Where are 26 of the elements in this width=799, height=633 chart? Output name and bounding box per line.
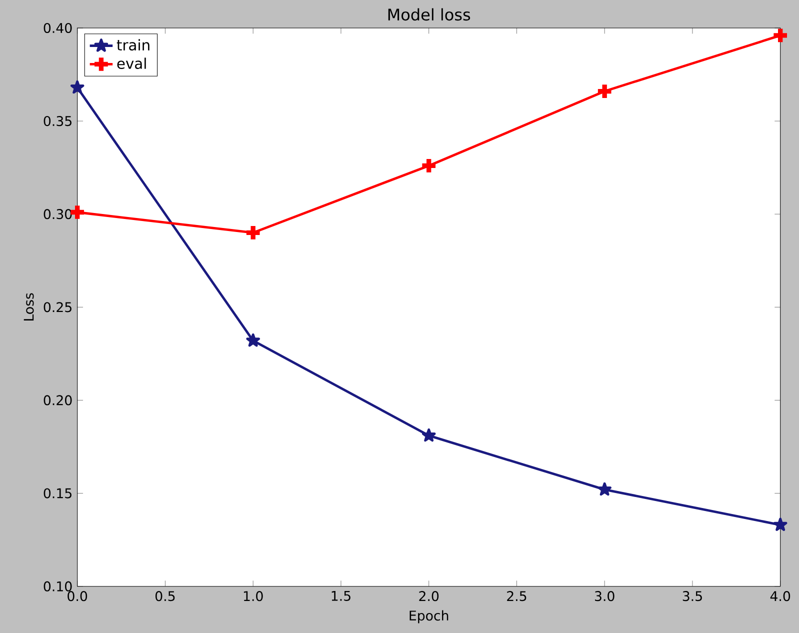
chart-title: Model loss [388,8,470,21]
x-tick-label: 1.0 [244,591,263,602]
point [598,482,612,496]
point [70,80,84,94]
y-tick-label: 0.35 [44,116,72,126]
legend-label: eval [117,58,146,70]
x-tick-label: 2.0 [419,591,439,602]
y-tick-label: 0.10 [44,581,72,592]
y-tick-label: 0.40 [44,22,72,34]
y-tick-label: 0.15 [44,488,72,498]
x-tick-label: 4.0 [770,591,790,602]
x-tick-label: 0.5 [155,591,175,602]
point [773,518,788,531]
point [246,333,260,347]
x-axis-title: Epoch [410,610,448,624]
legend-label: train [116,39,150,51]
x-tick-label: 0.0 [68,591,88,602]
point [422,428,436,442]
y-tick-label: 0.30 [44,209,72,220]
x-tick-label: 3.5 [682,591,702,602]
x-tick-label: 2.5 [507,591,526,602]
y-tick-label: 0.25 [44,302,72,312]
x-tick-label: 1.5 [332,591,350,601]
y-axis-title: Loss [24,293,34,320]
x-tick-label: 3.0 [595,591,614,602]
y-tick-label: 0.20 [44,395,72,406]
